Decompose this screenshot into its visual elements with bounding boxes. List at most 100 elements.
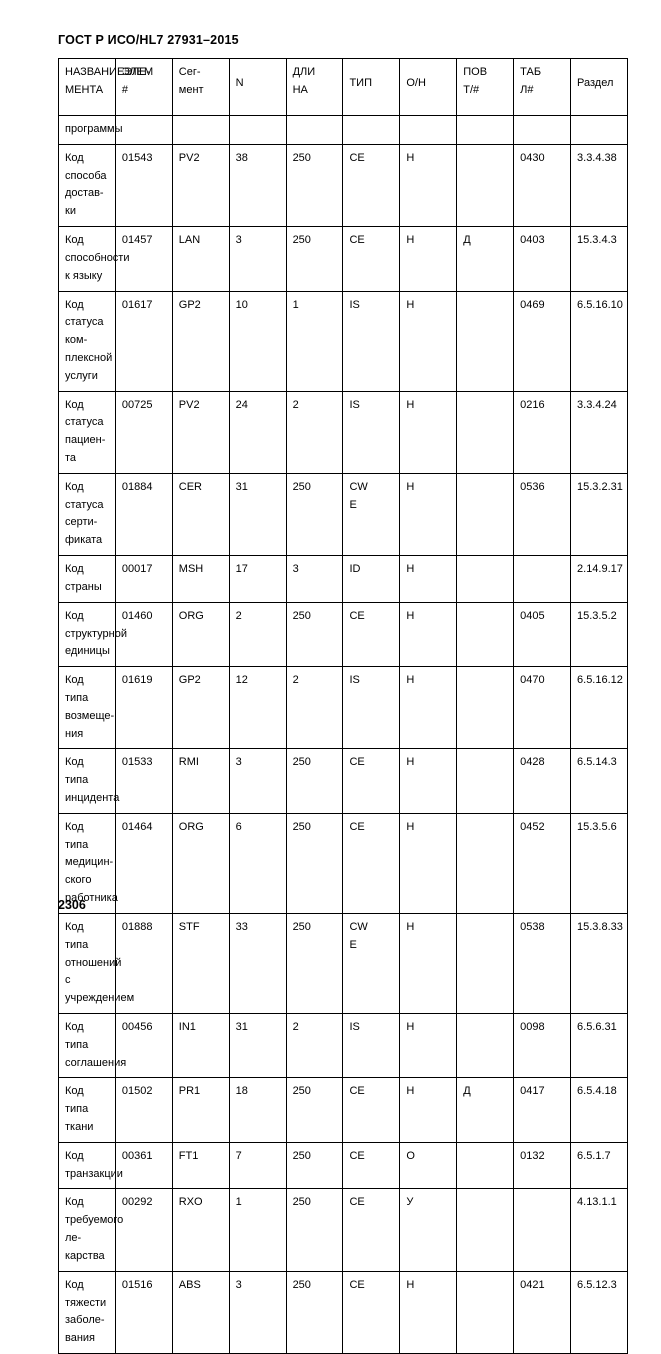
table-row: Код статуса серти-фиката 01884 CER 31 250 CW E… [58, 472, 628, 557]
table-cell-section: 6.5.1.7 [570, 1141, 628, 1190]
table-cell-repeat [456, 1270, 515, 1354]
table-cell-on: Н [399, 666, 458, 750]
table-row: Код транзакции 00361 FT1 7 250 CE О 0132 6.5.1.7 [58, 1141, 628, 1190]
table-cell-name-line1: Код типа возмеще- [65, 674, 115, 722]
table-cell-section: 15.3.2.31 [570, 472, 628, 557]
table-cell-type: CW E [342, 912, 401, 1014]
column-header-element-number-line2: # [121, 83, 129, 96]
table-cell-section: 3.3.4.24 [570, 390, 628, 474]
table-cell-length: 250 [285, 1077, 344, 1143]
table-cell-segment: RMI [171, 748, 230, 814]
table-cell-n: 1 [228, 1188, 287, 1272]
column-header-table-number-line2: Л# [520, 83, 534, 96]
table-cell-name: Код структурной единицы [58, 601, 127, 668]
table-cell-segment: PR1 [171, 1077, 230, 1143]
table-cell-repeat [456, 748, 515, 814]
table-cell-table: 0417 [513, 1077, 572, 1143]
column-header-type: ТИП [342, 58, 401, 116]
table-cell-section: 6.5.16.12 [570, 666, 628, 750]
table-cell-name-line2: плексной услуги [65, 351, 113, 382]
column-header-repeat: ПОВ Т/# [456, 58, 515, 116]
table-cell-elem: 01502 [114, 1077, 173, 1143]
column-header-repeat-line1: ПОВ [463, 66, 488, 78]
table-cell-n: 18 [228, 1077, 287, 1143]
table-cell-name: Код тяжести заболе-вания [58, 1270, 116, 1354]
table-cell-table [513, 555, 572, 603]
table-cell-elem: 00017 [114, 555, 173, 603]
table-cell-n: 3 [228, 1270, 287, 1354]
table-cell-section: 4.13.1.1 [570, 1188, 628, 1272]
table-cell-length: 250 [285, 472, 344, 557]
table-row: Код типа соглашения 00456 IN1 31 2 IS Н 0098 6.5… [58, 1012, 628, 1079]
column-header-n: N [228, 58, 287, 116]
table-cell-table: 0428 [513, 748, 572, 814]
table-cell-name-line2: ки [65, 205, 76, 218]
table-cell-length: 250 [285, 812, 344, 914]
column-header-segment: Сег- мент [171, 58, 230, 116]
table-cell-segment: RXO [171, 1188, 230, 1272]
table-cell-type: CE [342, 226, 401, 292]
table-cell-name-line1: Код статуса пациен- [65, 398, 106, 447]
table-cell-elem: 01457 [114, 226, 173, 292]
table-cell-type [342, 115, 401, 145]
table-row: программы [58, 115, 628, 145]
table-cell-segment: GP2 [171, 666, 230, 750]
table-cell-type: ID [342, 555, 401, 603]
table-cell-name-line2: та [65, 452, 77, 464]
table-cell-name-line2: карства [65, 1249, 105, 1262]
table-cell-repeat [456, 472, 515, 557]
table-cell-on: Н [399, 226, 458, 292]
table-cell-name: Код статуса пациен-та [58, 390, 116, 474]
table-row: Код типа медицин-ского работника 01464 ORG… [58, 812, 628, 914]
table-cell-table: 0098 [513, 1012, 572, 1079]
table-cell-n: 3 [228, 226, 287, 292]
table-cell-name: Код требуемого ле-карства [58, 1188, 124, 1272]
table-cell-elem: 00725 [114, 390, 173, 474]
table-cell-n: 6 [228, 812, 287, 914]
table-cell-on: Н [399, 555, 458, 603]
column-header-element-name: НАЗВАНИЕ ЭЛЕ- МЕНТА [58, 58, 150, 116]
table-cell-type: CE [342, 1077, 401, 1143]
table-cell-table: 0430 [513, 143, 572, 228]
table-cell-repeat [456, 1012, 515, 1079]
table-cell-table: 0470 [513, 666, 572, 750]
table-cell-on [399, 115, 458, 145]
table-cell-segment: PV2 [171, 143, 230, 228]
table-cell-name: Код типа соглашения [58, 1012, 126, 1079]
table-cell-segment: ABS [171, 1270, 230, 1354]
table-cell-name: Код типа медицин-ского работника [58, 812, 118, 914]
table-header: НАЗВАНИЕ ЭЛЕ- МЕНТА ЭЛЕМ # Сег- мент N ДЛИ… [58, 58, 628, 116]
table-cell-table: 0405 [513, 601, 572, 668]
table-cell-section: 3.3.4.38 [570, 143, 628, 228]
table-cell-name-line1: Код статуса серти- [65, 480, 104, 529]
table-cell-elem: 01464 [114, 812, 173, 914]
table-row: Код страны 00017 MSH 17 3 ID Н 2.14.9.17 [58, 555, 628, 603]
table-cell-type: CE [342, 143, 401, 228]
table-cell-type-line2: E [349, 498, 357, 511]
column-header-optionality-label: О/Н [406, 77, 426, 89]
table-cell-length: 2 [285, 1012, 344, 1079]
table-cell-repeat [456, 290, 515, 392]
table-cell-name: программы [58, 115, 122, 145]
table-cell-n: 12 [228, 666, 287, 750]
table-cell-type: IS [342, 290, 401, 392]
table-cell-name-line2: с учреждением [65, 974, 135, 1005]
table-cell-length: 250 [285, 912, 344, 1014]
table-cell-name: Код страны [58, 555, 116, 603]
table-row: Код способности к языку 01457 LAN 3 250 CE Н Д 0… [58, 226, 628, 292]
table-cell-n: 38 [228, 143, 287, 228]
table-cell-on: Н [399, 143, 458, 228]
table-cell-segment: STF [171, 912, 230, 1014]
table-cell-on: Н [399, 601, 458, 668]
table-cell-name-line2: ния [65, 727, 84, 740]
table-cell-type-line2: E [349, 938, 357, 951]
table-cell-name-line1: Код требуемого ле- [65, 1196, 124, 1245]
table-cell-n: 10 [228, 290, 287, 392]
table-cell-elem: 01516 [114, 1270, 173, 1354]
table-cell-length: 2 [285, 390, 344, 474]
column-header-section: Раздел [570, 58, 628, 116]
table-cell-type: CE [342, 748, 401, 814]
table-cell-type: IS [342, 1012, 401, 1079]
table-cell-length: 250 [285, 143, 344, 228]
column-header-segment-line2: мент [178, 83, 204, 96]
